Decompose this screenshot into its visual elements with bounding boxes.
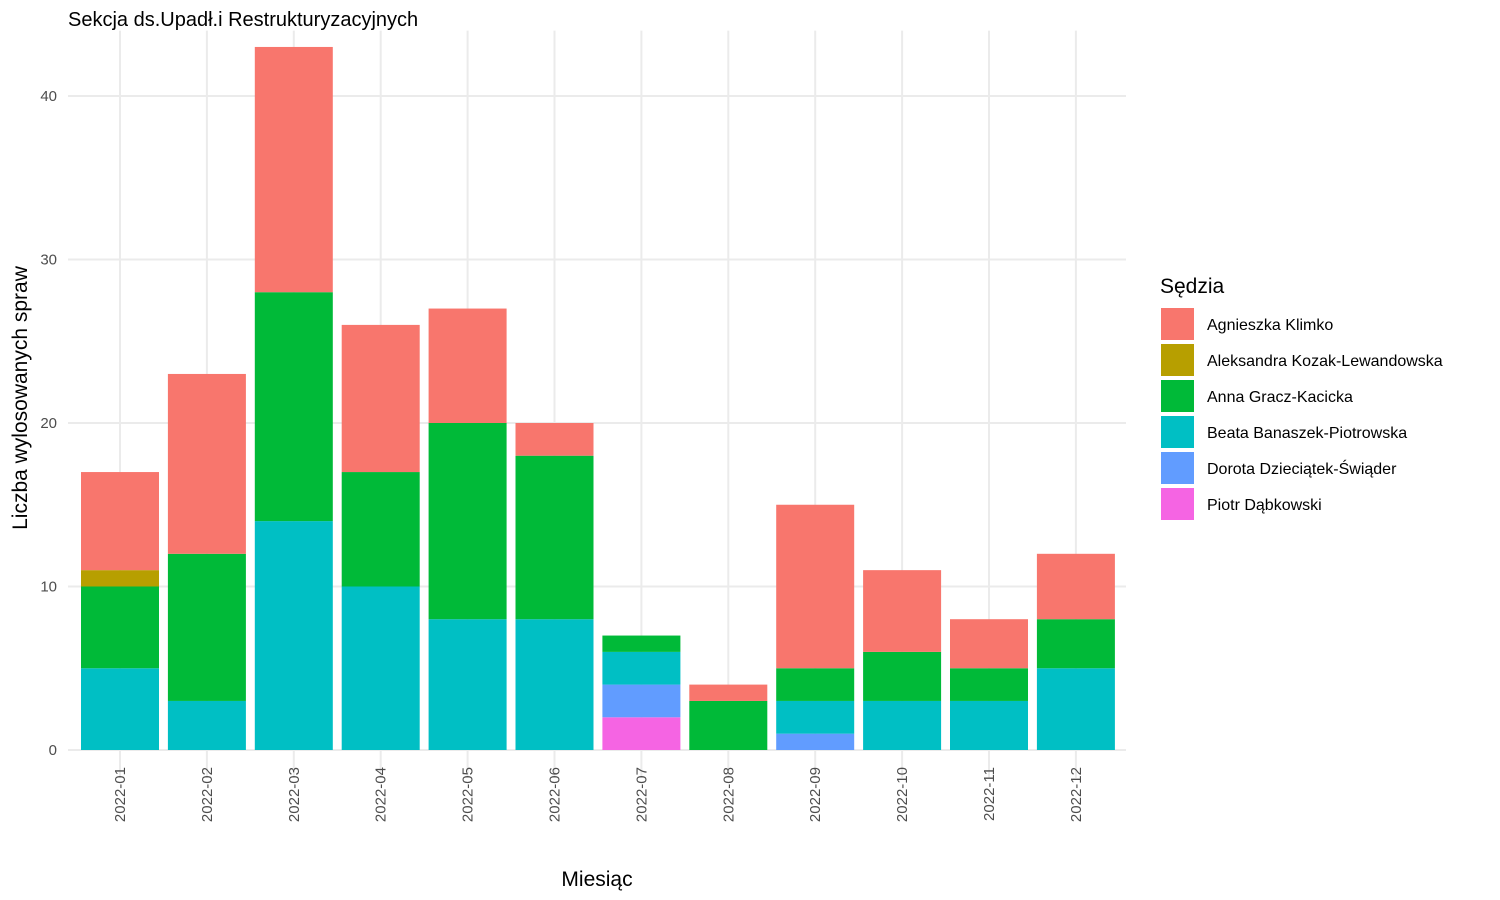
legend-title: Sędzia xyxy=(1160,275,1225,298)
bar-segment xyxy=(515,423,594,456)
x-tick-label: 2022-09 xyxy=(807,767,824,822)
legend-label: Aleksandra Kozak-Lewandowska xyxy=(1207,353,1443,370)
chart-title: Sekcja ds.Upadł.i Restrukturyzacyjnych xyxy=(68,9,418,31)
bar-segment xyxy=(167,373,246,554)
x-tick-label: 2022-03 xyxy=(286,767,303,822)
bar-segment xyxy=(950,619,1028,669)
y-axis-title: Liczba wylosowanych spraw xyxy=(9,265,32,530)
bar-segment xyxy=(341,324,420,473)
legend-label: Dorota Dzieciątek-Świąder xyxy=(1207,459,1397,478)
bar-segment xyxy=(167,700,246,750)
bar-segment xyxy=(602,635,681,652)
bar-segment xyxy=(776,504,855,669)
bar-segment xyxy=(689,684,768,701)
x-tick-label: 2022-06 xyxy=(547,767,564,822)
bar-segment xyxy=(341,586,420,750)
legend-key xyxy=(1161,452,1194,484)
x-tick-label: 2022-02 xyxy=(199,767,216,822)
bar-segment xyxy=(950,700,1028,750)
bar-segment xyxy=(950,668,1028,701)
bar-segment xyxy=(254,521,333,750)
legend-key xyxy=(1161,344,1194,376)
x-tick-label: 2022-07 xyxy=(633,767,650,822)
bar-segment xyxy=(863,651,942,701)
legend-label: Piotr Dąbkowski xyxy=(1207,497,1322,514)
bar-segment xyxy=(81,586,159,669)
bar-segment xyxy=(602,717,681,750)
bar-segment xyxy=(776,733,855,750)
x-tick-label: 2022-10 xyxy=(894,767,911,822)
x-tick-label: 2022-08 xyxy=(720,767,737,822)
legend-label: Agnieszka Klimko xyxy=(1207,317,1333,334)
bar-segment xyxy=(863,570,942,652)
bar-segment xyxy=(81,472,159,571)
legend-key xyxy=(1161,416,1194,448)
y-axis: 0 10 20 30 40 xyxy=(40,88,57,759)
y-tick-label: 0 xyxy=(49,742,57,759)
legend-key xyxy=(1161,308,1194,340)
y-tick-label: 30 xyxy=(40,252,57,269)
bar-segment xyxy=(776,700,855,734)
legend-key xyxy=(1161,380,1194,412)
y-tick-label: 40 xyxy=(40,88,57,105)
bar-segment xyxy=(602,684,681,718)
bar-segment xyxy=(776,668,855,701)
bar-segment xyxy=(602,651,681,685)
bar-segment xyxy=(428,423,507,620)
legend-key xyxy=(1161,488,1194,520)
bar-segment xyxy=(515,455,594,620)
y-tick-label: 10 xyxy=(40,579,57,596)
bar-segment xyxy=(515,619,594,750)
bar-segment xyxy=(81,668,159,750)
bar-segment xyxy=(167,553,246,701)
x-axis-title: Miesiąc xyxy=(561,868,632,891)
bar-segment xyxy=(341,472,420,587)
bar-segment xyxy=(1036,619,1115,669)
bar-segment xyxy=(1036,553,1115,620)
bar-segment xyxy=(428,308,507,423)
bar-segment xyxy=(254,46,333,293)
y-tick-label: 20 xyxy=(40,415,57,432)
x-tick-label: 2022-01 xyxy=(112,767,129,822)
x-tick-label: 2022-05 xyxy=(460,767,477,822)
bar-segment xyxy=(689,700,768,750)
x-tick-label: 2022-12 xyxy=(1068,767,1085,822)
x-tick-label: 2022-11 xyxy=(981,767,998,821)
x-tick-label: 2022-04 xyxy=(373,767,390,822)
legend: Sędzia Agnieszka Klimko Aleksandra Kozak-… xyxy=(1160,275,1443,520)
bar-segment xyxy=(81,570,159,587)
bar-segment xyxy=(863,700,942,750)
bars xyxy=(81,46,1115,750)
legend-label: Beata Banaszek-Piotrowska xyxy=(1207,425,1407,442)
legend-label: Anna Gracz-Kacicka xyxy=(1207,389,1353,406)
bar-segment xyxy=(1036,668,1115,750)
x-axis: 2022-01 2022-02 2022-03 2022-04 2022-05 2022-… xyxy=(112,767,1085,822)
bar-segment xyxy=(254,292,333,522)
bar-segment xyxy=(428,619,507,750)
